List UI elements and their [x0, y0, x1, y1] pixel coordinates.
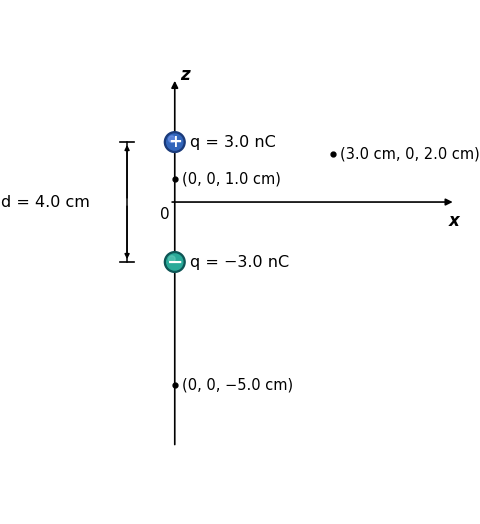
- Text: q = −3.0 nC: q = −3.0 nC: [189, 255, 288, 269]
- Text: 0: 0: [160, 207, 169, 222]
- Circle shape: [164, 132, 185, 152]
- Text: x: x: [448, 212, 458, 230]
- Text: (0, 0, −5.0 cm): (0, 0, −5.0 cm): [181, 377, 292, 392]
- Circle shape: [167, 134, 182, 150]
- Text: q = 3.0 nC: q = 3.0 nC: [189, 135, 275, 149]
- Text: d = 4.0 cm: d = 4.0 cm: [1, 194, 90, 210]
- Circle shape: [168, 136, 175, 143]
- Text: (0, 0, 1.0 cm): (0, 0, 1.0 cm): [181, 171, 280, 187]
- Text: z: z: [180, 67, 189, 84]
- Circle shape: [168, 256, 175, 263]
- Text: −: −: [166, 253, 182, 271]
- Text: +: +: [168, 133, 181, 151]
- Circle shape: [164, 252, 185, 272]
- Circle shape: [167, 254, 182, 270]
- Text: (3.0 cm, 0, 2.0 cm): (3.0 cm, 0, 2.0 cm): [339, 147, 479, 162]
